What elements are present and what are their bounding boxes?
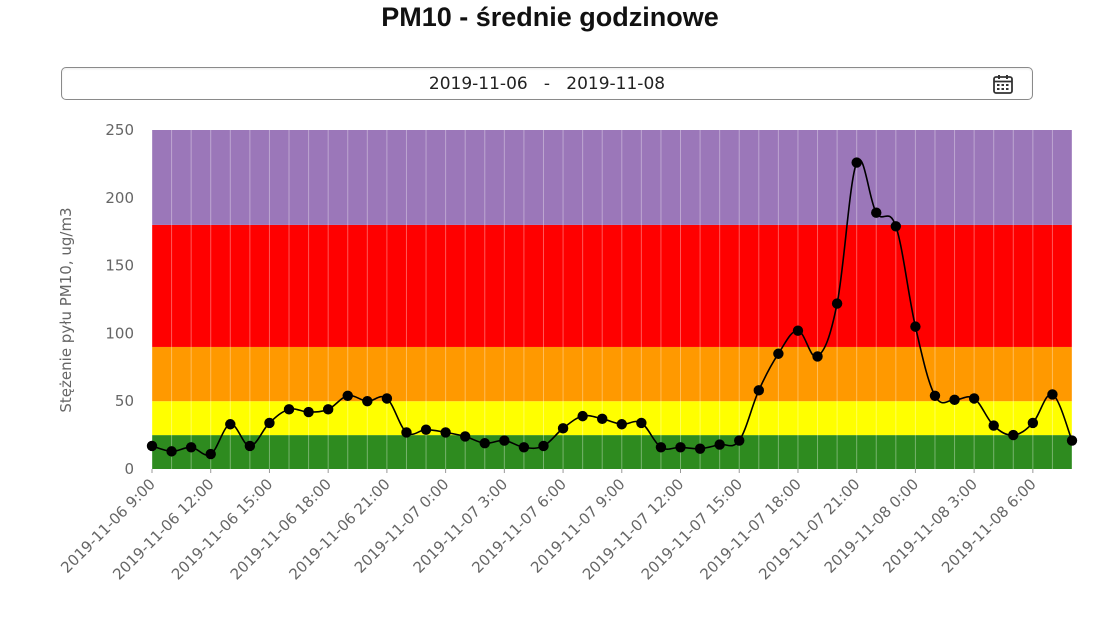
- band-2: [152, 346, 1072, 402]
- data-point-4: [225, 419, 236, 430]
- data-point-17: [479, 438, 490, 449]
- data-point-33: [792, 325, 804, 336]
- data-point-38: [890, 221, 902, 232]
- data-point-23: [597, 413, 608, 425]
- calendar-icon[interactable]: [992, 73, 1014, 100]
- chart-title: PM10 - średnie godzinowe: [381, 2, 719, 32]
- data-point-22: [577, 410, 588, 422]
- vertical-gridlines: [151, 130, 1073, 469]
- y-tick-label-200: 200: [105, 189, 134, 207]
- data-point-10: [342, 390, 353, 401]
- data-point-37: [871, 207, 882, 218]
- x-tick-label-11: 2019-11-07 18:00: [696, 475, 804, 583]
- date-separator: -: [543, 74, 551, 94]
- data-point-6: [264, 417, 275, 429]
- x-tick-label-12: 2019-11-07 21:00: [755, 475, 863, 583]
- data-point-47: [1066, 435, 1078, 446]
- data-point-32: [773, 348, 784, 359]
- data-point-30: [734, 435, 745, 446]
- data-point-41: [949, 394, 960, 406]
- date-to: 2019-11-08: [566, 74, 666, 94]
- data-point-1: [166, 446, 177, 457]
- data-point-8: [303, 406, 314, 418]
- y-tick-label-100: 100: [105, 324, 134, 342]
- date-range-text: 2019-11-06 - 2019-11-08: [62, 74, 1032, 94]
- data-point-35: [831, 298, 843, 309]
- x-tick-label-3: 2019-11-06 18:00: [227, 475, 335, 583]
- data-point-46: [1047, 389, 1058, 400]
- data-point-39: [910, 321, 921, 332]
- data-point-5: [244, 440, 256, 452]
- band-0: [152, 435, 1072, 469]
- air-quality-bands: [152, 130, 1072, 469]
- data-point-16: [459, 431, 471, 442]
- x-tick-label-2: 2019-11-06 15:00: [168, 475, 276, 583]
- data-point-42: [968, 393, 980, 404]
- data-point-44: [1008, 429, 1019, 441]
- data-point-26: [655, 442, 667, 453]
- x-tick-label-4: 2019-11-06 21:00: [285, 475, 393, 583]
- data-point-36: [851, 157, 862, 168]
- data-point-45: [1027, 417, 1039, 429]
- data-point-12: [381, 393, 393, 404]
- data-points: [146, 157, 1078, 460]
- data-point-34: [812, 351, 823, 362]
- y-tick-label-50: 50: [115, 392, 134, 410]
- date-from: 2019-11-06: [428, 74, 528, 94]
- x-tick-label-10: 2019-11-07 15:00: [638, 475, 746, 583]
- data-point-40: [929, 390, 941, 401]
- data-point-9: [322, 404, 334, 415]
- data-point-13: [401, 427, 412, 438]
- data-point-24: [616, 419, 627, 430]
- data-point-0: [146, 440, 158, 452]
- y-tick-label-0: 0: [124, 460, 134, 478]
- data-point-21: [557, 423, 569, 434]
- date-range-picker[interactable]: 2019-11-06 - 2019-11-08: [61, 67, 1033, 100]
- data-point-28: [694, 443, 706, 454]
- y-tick-label-250: 250: [105, 121, 134, 139]
- data-point-20: [538, 440, 549, 452]
- data-point-11: [362, 396, 373, 407]
- data-point-27: [675, 442, 686, 453]
- data-point-3: [205, 448, 216, 460]
- x-tick-label-1: 2019-11-06 12:00: [109, 475, 217, 583]
- band-3: [152, 224, 1072, 347]
- pm10-line-chart: 0 50 100 150 200 250 Stężenie pyłu PM10, ug/m…: [57, 121, 1078, 583]
- data-point-31: [753, 385, 765, 396]
- data-point-2: [185, 442, 197, 453]
- data-point-18: [499, 435, 510, 446]
- x-tick-label-9: 2019-11-07 12:00: [579, 475, 687, 583]
- data-point-43: [988, 420, 999, 431]
- data-point-25: [636, 417, 647, 429]
- y-tick-label-150: 150: [105, 257, 134, 275]
- data-point-19: [518, 442, 530, 453]
- y-axis-ticks: 0 50 100 150 200 250: [105, 121, 134, 478]
- data-point-29: [714, 439, 725, 450]
- data-point-14: [420, 424, 432, 435]
- band-1: [152, 401, 1072, 436]
- y-axis-label: Stężenie pyłu PM10, ug/m3: [57, 207, 75, 412]
- data-point-7: [283, 404, 295, 415]
- data-point-15: [440, 427, 451, 438]
- band-4: [152, 130, 1072, 225]
